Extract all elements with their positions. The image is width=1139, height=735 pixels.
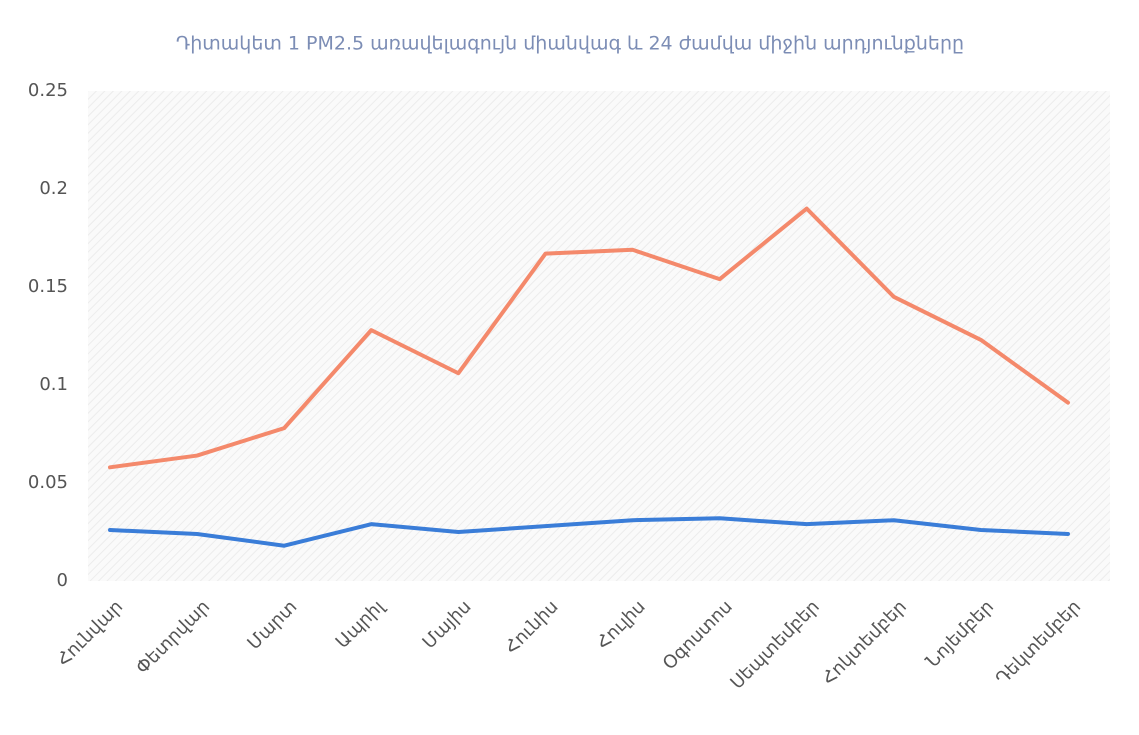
- series-line: [108, 516, 1070, 548]
- y-tick-label: 0.05: [28, 472, 68, 493]
- y-tick-label: 0.15: [28, 276, 68, 297]
- chart-title: Դիտակետ 1 PM2.5 առավելագույն միանվագ և 2…: [176, 33, 964, 55]
- series-line: [108, 206, 1070, 470]
- y-tick-label: 0.25: [28, 80, 68, 101]
- y-tick-label: 0: [57, 570, 68, 591]
- y-tick-label: 0.1: [39, 374, 68, 395]
- y-tick-label: 0.2: [39, 178, 68, 199]
- plot-area: [88, 91, 1110, 581]
